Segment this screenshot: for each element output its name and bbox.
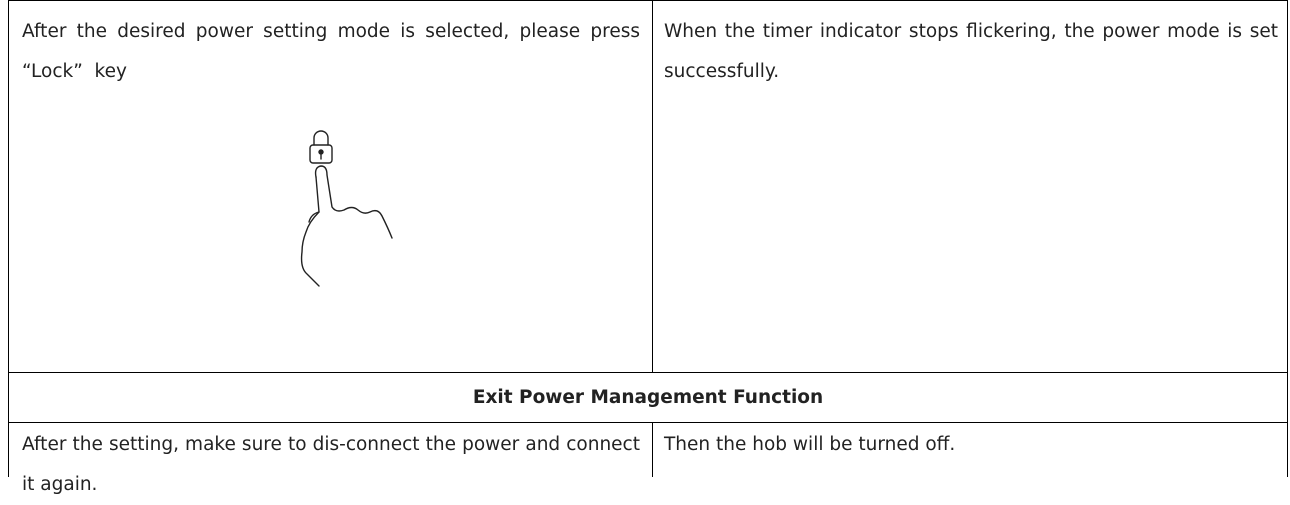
section-heading: Exit Power Management Function bbox=[472, 387, 824, 408]
column-divider bbox=[652, 0, 653, 372]
table-frame bbox=[8, 0, 1288, 477]
row-divider bbox=[8, 372, 1288, 373]
column-divider bbox=[652, 422, 653, 477]
cell-text: After the desired power setting mode is … bbox=[22, 21, 646, 82]
cell-text: When the timer indicator stops flickerin… bbox=[664, 21, 1284, 82]
row-divider bbox=[8, 422, 1288, 423]
page: After the desired power setting mode is … bbox=[8, 0, 1288, 495]
press-lock-icon bbox=[300, 130, 393, 287]
cell-text: After the setting, make sure to dis-conn… bbox=[22, 434, 646, 495]
cell-text: Then the hob will be turned off. bbox=[664, 434, 956, 455]
